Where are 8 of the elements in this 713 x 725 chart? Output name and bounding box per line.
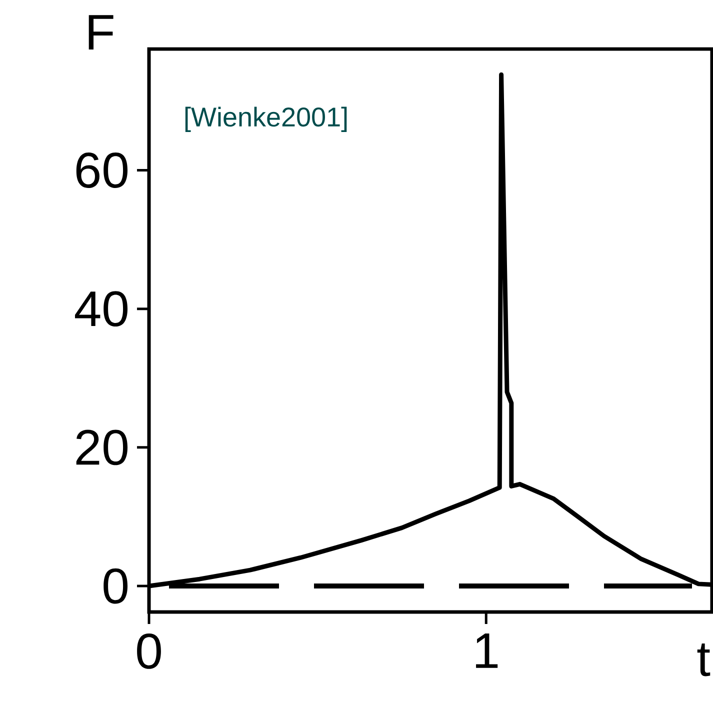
x-tick-label: 1 — [476, 634, 498, 668]
annotation: [Wienke2001] — [185, 106, 347, 132]
x-axis-title: t — [697, 644, 710, 676]
y-tick-label: 60 — [76, 152, 128, 188]
y-axis-title: F — [88, 15, 114, 50]
y-tick-label: 0 — [104, 568, 128, 604]
y-tick-label: 40 — [74, 291, 128, 327]
y-tick-label: 20 — [76, 430, 128, 466]
